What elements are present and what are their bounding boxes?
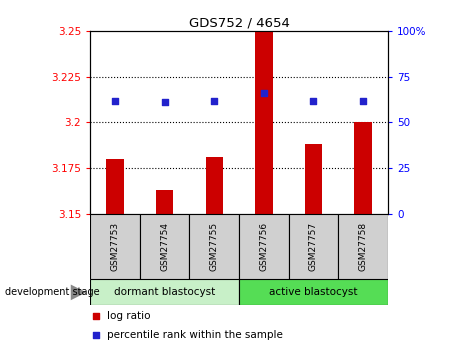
Bar	[354, 122, 372, 214]
Point	[92, 313, 100, 318]
Text: dormant blastocyst: dormant blastocyst	[114, 287, 215, 297]
Text: GSM27756: GSM27756	[259, 222, 268, 271]
Bar	[189, 214, 239, 279]
Bar	[338, 214, 388, 279]
Point	[161, 100, 168, 105]
Bar	[239, 214, 289, 279]
Text: percentile rank within the sample: percentile rank within the sample	[106, 330, 282, 339]
Title: GDS752 / 4654: GDS752 / 4654	[189, 17, 290, 30]
Bar	[239, 279, 388, 305]
Text: GSM27757: GSM27757	[309, 222, 318, 271]
Text: active blastocyst: active blastocyst	[269, 287, 358, 297]
Bar	[255, 31, 272, 214]
Point	[92, 332, 100, 337]
Text: log ratio: log ratio	[106, 311, 150, 321]
Bar	[289, 214, 338, 279]
Point	[211, 98, 218, 103]
Polygon shape	[71, 285, 86, 300]
Bar	[90, 214, 140, 279]
Bar	[140, 214, 189, 279]
Bar	[156, 190, 173, 214]
Text: GSM27754: GSM27754	[160, 222, 169, 271]
Point	[310, 98, 317, 103]
Bar	[90, 279, 239, 305]
Text: development stage: development stage	[5, 287, 99, 297]
Text: GSM27755: GSM27755	[210, 222, 219, 271]
Bar	[206, 157, 223, 214]
Point	[260, 90, 267, 96]
Bar	[305, 145, 322, 214]
Point	[111, 98, 119, 103]
Text: GSM27758: GSM27758	[359, 222, 368, 271]
Bar	[106, 159, 124, 214]
Text: GSM27753: GSM27753	[110, 222, 120, 271]
Point	[359, 98, 367, 103]
